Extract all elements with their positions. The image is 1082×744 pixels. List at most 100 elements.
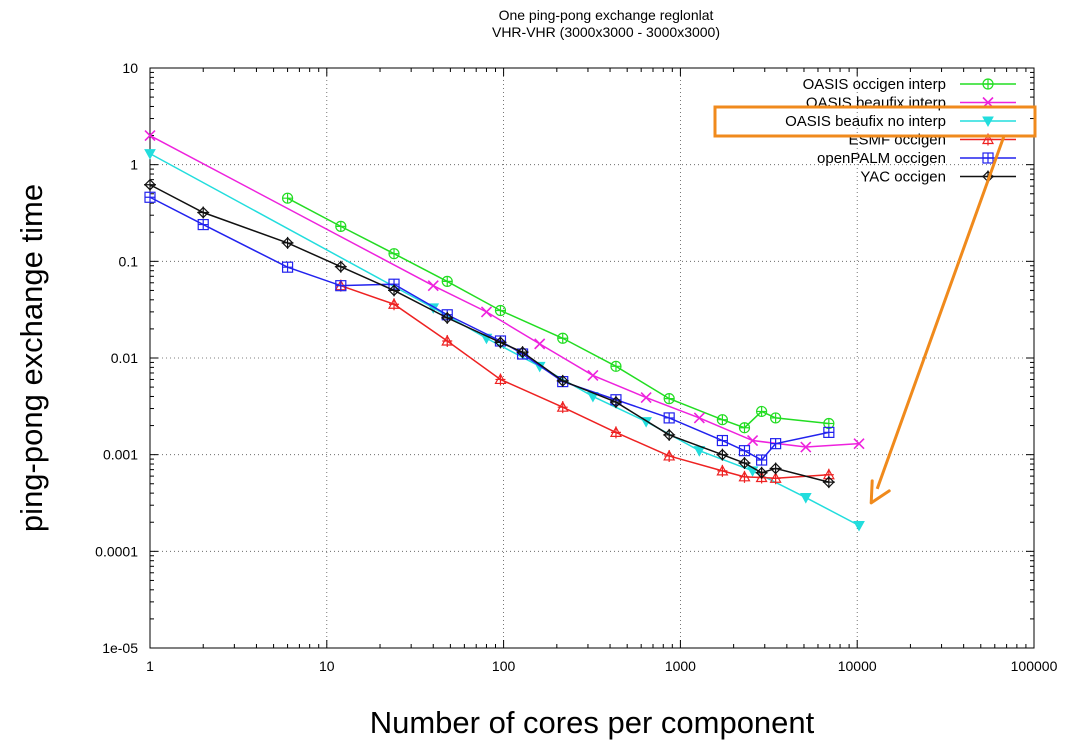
grid-lines (150, 68, 1034, 648)
data-point (693, 412, 705, 424)
marker-plus (335, 221, 346, 232)
x-tick-label: 10000 (838, 658, 877, 674)
data-point (281, 261, 294, 273)
x-axis-label: Number of cores per component (370, 705, 815, 740)
data-point (756, 405, 768, 418)
data-point (609, 426, 622, 439)
y-tick-label: 10 (122, 60, 138, 76)
data-point (716, 464, 729, 477)
data-point (144, 130, 156, 142)
y-tick-label: 1e-05 (102, 640, 138, 656)
marker-plus (388, 284, 401, 297)
legend-marker (982, 78, 994, 90)
marker-plus (823, 427, 834, 438)
marker-plus (739, 470, 750, 483)
data-point (853, 438, 865, 450)
marker-plus (495, 305, 506, 316)
data-point (663, 412, 675, 424)
data-point (388, 297, 401, 311)
data-point (587, 369, 599, 382)
marker-plus (610, 426, 621, 439)
data-point (441, 334, 454, 347)
data-point (335, 280, 347, 292)
data-point (610, 360, 622, 372)
data-point (640, 391, 652, 404)
data-point (755, 466, 768, 479)
chart-title: One ping-pong exchange reglonlat (499, 7, 714, 23)
marker-plus (197, 206, 210, 219)
legend-marker (982, 116, 994, 128)
marker-plus (756, 406, 767, 417)
y-tick-label: 0.1 (119, 253, 139, 269)
marker-plus (738, 456, 751, 469)
marker-plus (281, 236, 294, 249)
series-5 (144, 178, 835, 489)
marker-plus (442, 334, 453, 347)
data-point (144, 178, 156, 191)
data-point (197, 206, 210, 219)
marker-plus (441, 311, 454, 324)
annotation (713, 105, 1037, 505)
data-point (197, 218, 209, 231)
data-point (823, 426, 835, 438)
data-point (388, 284, 401, 297)
data-point (281, 236, 294, 249)
marker-plus (769, 462, 782, 475)
marker-plus (389, 248, 400, 259)
data-point (494, 336, 507, 349)
data-point (388, 248, 400, 260)
marker-plus (717, 435, 728, 446)
data-point (663, 393, 675, 405)
data-point (822, 476, 835, 489)
marker-plus (389, 298, 400, 311)
legend-label: ESMF occigen (848, 132, 946, 149)
legend-label: openPALM occigen (817, 150, 946, 167)
data-point (716, 414, 728, 426)
y-tick-label: 0.001 (103, 447, 138, 463)
y-axis-label: ping-pong exchange time (14, 184, 49, 532)
marker-plus (557, 333, 568, 344)
marker-plus (755, 466, 768, 479)
marker-plus (663, 428, 676, 441)
legend-marker (982, 152, 994, 164)
data-point (770, 438, 782, 450)
marker-plus (282, 193, 293, 204)
data-point (738, 445, 751, 457)
data-point (480, 306, 493, 318)
data-point (494, 304, 507, 317)
marker-plus (664, 449, 675, 462)
legend-label: OASIS occigen interp (803, 76, 946, 93)
data-point (716, 448, 729, 461)
highlight-box (713, 105, 1037, 138)
series-3 (334, 279, 835, 485)
ticks: 1 10 100 1000 10000 100000 1e-05 0.0001 0.001 0.0… (95, 60, 1057, 674)
data-point (663, 428, 676, 441)
series-4 (144, 191, 835, 466)
legend: OASIS occigen interp OASIS beaufix interp… (785, 76, 1016, 186)
arrow-shaft (875, 135, 1006, 490)
data-point (747, 434, 759, 447)
marker-plus (717, 414, 728, 425)
series-line (340, 284, 829, 480)
marker-plus (664, 412, 675, 423)
marker-plus (145, 192, 155, 203)
marker-plus (557, 401, 568, 414)
marker-plus (664, 393, 675, 404)
data-point (144, 191, 156, 203)
data-point (556, 400, 569, 414)
data-point (663, 449, 676, 462)
series-line (287, 197, 829, 429)
marker-plus (282, 262, 293, 273)
x-tick-label: 1 (146, 658, 154, 674)
data-point (144, 149, 156, 160)
data-point (769, 462, 782, 475)
marker-plus (494, 336, 507, 349)
marker-plus (716, 448, 729, 461)
data-point (516, 346, 529, 359)
marker-plus (770, 438, 781, 449)
marker-plus (717, 464, 728, 477)
data-point (334, 260, 347, 273)
data-point (556, 374, 569, 387)
x-tick-label: 100 (492, 658, 516, 674)
